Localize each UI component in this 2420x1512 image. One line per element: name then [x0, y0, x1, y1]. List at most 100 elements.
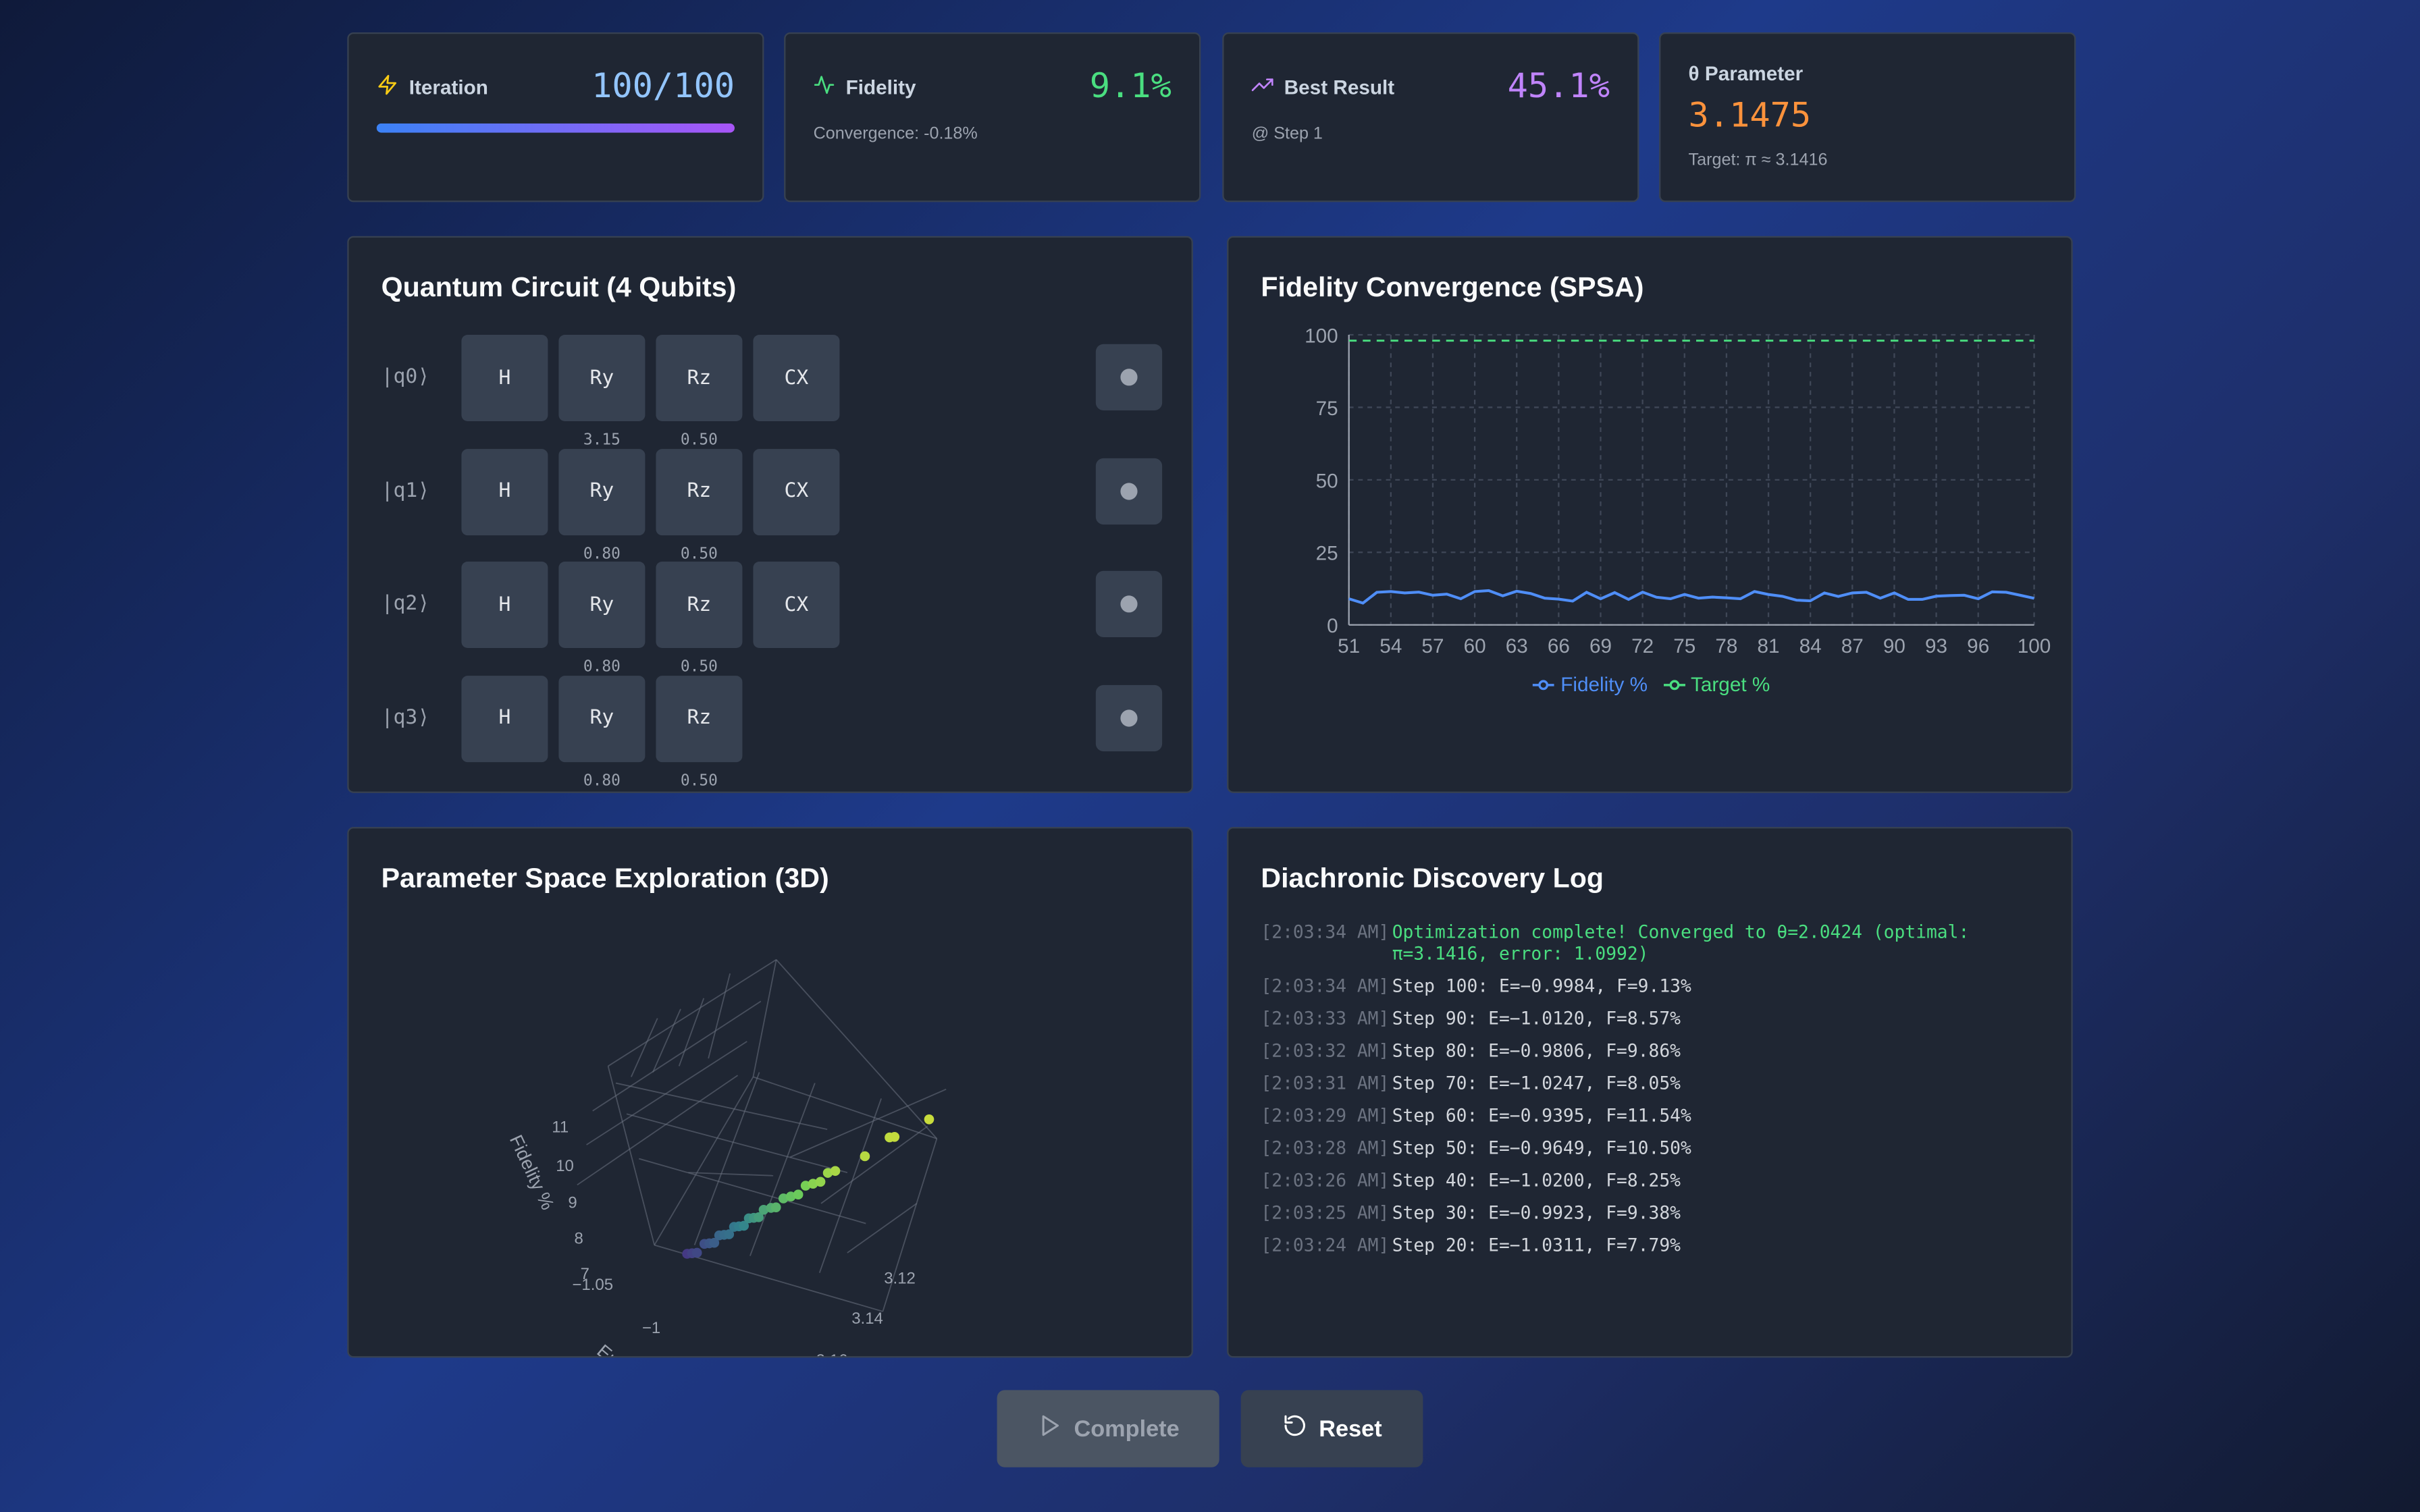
lightning-icon [377, 74, 398, 101]
legend-target-label: Target % [1691, 672, 1770, 696]
measure-icon [1120, 709, 1138, 726]
qubit-label: |q3⟩ [381, 705, 430, 729]
reset-button-label: Reset [1319, 1415, 1382, 1442]
theta-label: θ Parameter [1688, 61, 1804, 85]
axis-tick-label: 9 [568, 1194, 577, 1212]
complete-button-label: Complete [1074, 1415, 1180, 1442]
param-space-plot[interactable]: Fidelity % Energ θ 1110987−1.05−1953.123… [349, 913, 1193, 1357]
measure-icon [1120, 595, 1138, 613]
gate-cx[interactable]: CX [753, 334, 840, 421]
gate-ry[interactable]: Ry [558, 448, 646, 535]
plot-points [682, 1114, 935, 1259]
legend-target: Target % [1662, 672, 1770, 696]
best-result-value: 45.1% [1507, 68, 1610, 107]
grid-line [592, 1000, 762, 1112]
log-panel: Diachronic Discovery Log [2:03:34 AM] Opt… [1227, 827, 2073, 1358]
scatter-point [770, 1202, 781, 1212]
scatter-point [822, 1168, 833, 1178]
gate-h[interactable]: H [461, 334, 548, 421]
log-message: Step 90: E=−1.0120, F=8.57% [1392, 1007, 1681, 1029]
gate-h[interactable]: H [461, 448, 548, 535]
grid-line [678, 998, 705, 1066]
gate-h[interactable]: H [461, 674, 548, 761]
iteration-label: Iteration [409, 75, 488, 99]
measure-button[interactable] [1095, 457, 1163, 524]
complete-button[interactable]: Complete [997, 1390, 1219, 1467]
gate-cx[interactable]: CX [753, 448, 840, 535]
scatter-point [724, 1229, 735, 1239]
theta-value: 3.1475 [1688, 97, 1812, 136]
qubit-label: |q0⟩ [381, 365, 430, 389]
gate-h[interactable]: H [461, 561, 548, 648]
scatter-point [924, 1114, 935, 1125]
grid-line [882, 1138, 938, 1312]
x-tick-label: 75 [1673, 635, 1695, 657]
circuit-panel: Quantum Circuit (4 Qubits) |q0⟩ H Ry 3.15 Rz… [347, 236, 1193, 793]
x-tick-label: 93 [1925, 635, 1947, 657]
measure-button[interactable] [1095, 570, 1163, 637]
axis-tick-label: 3.12 [884, 1270, 916, 1288]
log-message: Step 30: E=−0.9923, F=9.38% [1392, 1202, 1681, 1224]
x-tick-label: 69 [1589, 635, 1612, 657]
scatter-point [785, 1191, 796, 1202]
scatter-point [800, 1181, 811, 1191]
gate-ry[interactable]: Ry [558, 674, 646, 761]
gate-ry[interactable]: Ry [558, 561, 646, 648]
gate-param: 0.50 [680, 431, 718, 450]
log-entry: [2:03:31 AM] Step 70: E=−1.0247, F=8.05% [1261, 1073, 2042, 1094]
y-tick-label: 0 [1327, 615, 1338, 637]
grid-line [608, 959, 777, 1067]
log-message: Step 50: E=−0.9649, F=10.50% [1392, 1137, 1691, 1159]
reset-icon [1282, 1413, 1307, 1444]
qubit-label: |q2⟩ [381, 592, 430, 616]
play-icon [1037, 1413, 1062, 1444]
scatter-point [808, 1179, 818, 1189]
log-entry: [2:03:25 AM] Step 30: E=−0.9923, F=9.38% [1261, 1202, 2042, 1224]
gate-param: 3.15 [583, 431, 621, 450]
x-tick-label: 72 [1631, 635, 1654, 657]
gate-param: 0.50 [680, 545, 718, 563]
log-time: [2:03:28 AM] [1261, 1137, 1390, 1159]
axis-tick-label: −1 [642, 1319, 660, 1337]
measure-button[interactable] [1095, 344, 1163, 410]
gate-rz[interactable]: Rz [656, 561, 743, 648]
iteration-progress [376, 123, 735, 133]
scatter-point [739, 1220, 749, 1231]
scatter-point [889, 1131, 900, 1142]
grid-line [654, 1076, 754, 1246]
grid-line [586, 1041, 747, 1145]
x-tick-label: 60 [1464, 635, 1486, 657]
grid-line [818, 1098, 882, 1274]
reset-button[interactable]: Reset [1240, 1390, 1423, 1467]
theta-axis-label: θ [915, 1356, 925, 1357]
scatter-point [860, 1151, 870, 1162]
gate-param: 0.80 [583, 772, 621, 790]
gate-ry[interactable]: Ry [558, 334, 646, 421]
legend-fidelity: Fidelity % [1533, 673, 1648, 696]
grid-line [820, 1125, 928, 1204]
measure-icon [1120, 482, 1138, 500]
fidelity-value: 9.1% [1089, 68, 1172, 107]
axis-tick-label: 3.14 [851, 1310, 883, 1328]
axis-tick-label: 11 [552, 1118, 569, 1137]
fidelity-axis-label: Fidelity % [506, 1131, 558, 1213]
gate-rz[interactable]: Rz [656, 334, 743, 421]
trending-up-icon [1251, 74, 1273, 101]
log-entry: [2:03:33 AM] Step 90: E=−1.0120, F=8.57% [1261, 1008, 2042, 1029]
y-tick-label: 25 [1316, 543, 1338, 565]
scatter-point [830, 1166, 841, 1177]
axis-tick-label: 7 [581, 1265, 589, 1283]
qubit-row: |q1⟩ H Ry 0.80 Rz 0.50 CX [382, 448, 1163, 562]
fidelity-chart-panel: Fidelity Convergence (SPSA) 51 54 57 60 63 66… [1227, 236, 2073, 793]
gate-cx[interactable]: CX [753, 561, 840, 648]
param-space-panel: Parameter Space Exploration (3D) Fidelit… [347, 827, 1193, 1358]
best-result-card: Best Result 45.1% @ Step 1 [1222, 32, 1639, 202]
grid-line [776, 959, 938, 1139]
x-tick-label: 57 [1421, 635, 1444, 657]
log-time: [2:03:33 AM] [1261, 1007, 1390, 1029]
measure-button[interactable] [1095, 684, 1163, 751]
axis-tick-label: 8 [574, 1229, 583, 1247]
gate-rz[interactable]: Rz [656, 448, 743, 535]
gate-rz[interactable]: Rz [656, 674, 743, 761]
